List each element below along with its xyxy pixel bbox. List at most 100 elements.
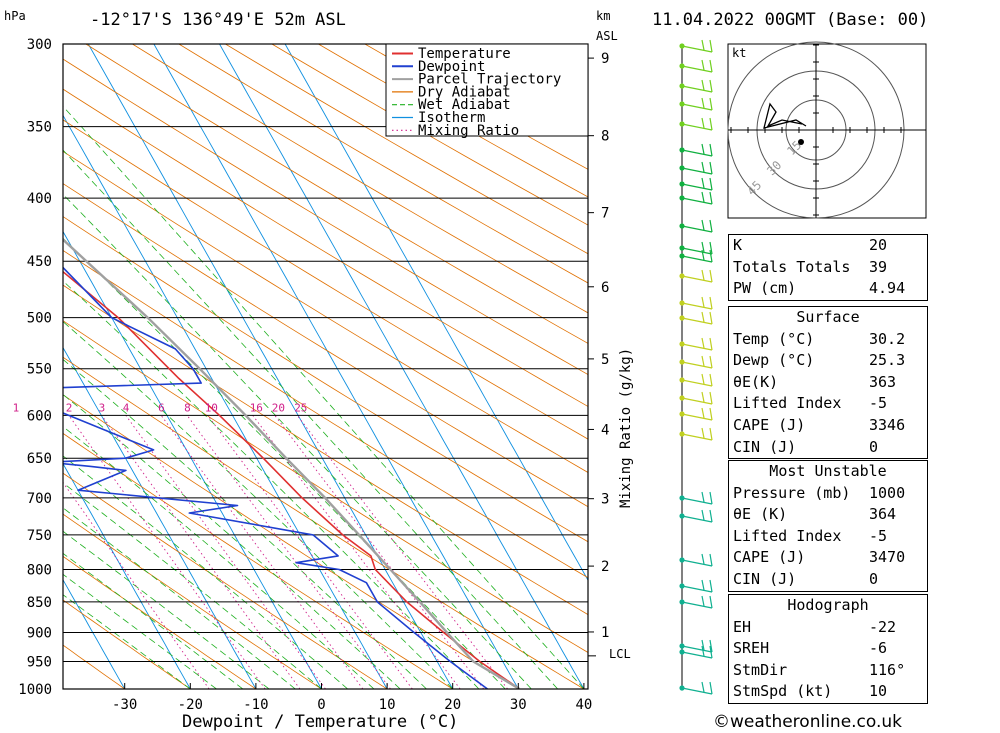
wind-barb-shaft <box>681 149 713 157</box>
wind-barb-flag <box>709 143 713 157</box>
mixing-ratio-label: 16 <box>250 401 263 414</box>
wind-barb-dot <box>679 101 685 107</box>
wind-barb-flag <box>701 219 705 231</box>
wind-barb-flag <box>709 161 713 175</box>
hodograph-table-row: StmSpd (kt) 10 <box>729 681 927 703</box>
most-unstable-label: CAPE (J) <box>733 548 806 567</box>
copyright-text: ©weatheronline.co.uk <box>713 712 903 732</box>
wind-barb-shaft <box>681 515 713 523</box>
dry-adiabat-line <box>63 88 588 407</box>
x-tick-label: -30 <box>112 697 137 713</box>
dry-adiabat-line <box>178 44 588 284</box>
wind-barb-dot <box>679 495 685 501</box>
wind-barb-flag <box>701 639 705 651</box>
wind-barb-flag <box>709 509 713 523</box>
km-tick-label: 6 <box>601 280 609 296</box>
wind-barb-shaft <box>681 85 713 93</box>
isotherm-line <box>63 346 257 689</box>
wind-barb-flag <box>709 639 713 653</box>
isotherm-line <box>63 462 191 689</box>
surface-label: CAPE (J) <box>733 415 806 434</box>
hodograph-table-label: SREH <box>733 639 770 658</box>
wind-barb-shaft <box>681 317 713 325</box>
wind-barb-dot <box>679 411 685 417</box>
most-unstable-label: θE (K) <box>733 505 788 524</box>
wind-barb-dot <box>679 557 685 563</box>
wind-barb-flag <box>709 337 713 351</box>
legend-label: Parcel Trajectory <box>418 72 561 88</box>
dry-adiabat-line <box>63 150 588 473</box>
most-unstable-value: -5 <box>869 526 888 545</box>
hodograph-table-value: 10 <box>869 682 888 701</box>
hodograph-table-value: -6 <box>869 639 888 658</box>
dry-adiabat-line <box>63 513 322 689</box>
surface-label: θE(K) <box>733 372 779 391</box>
pressure-tick-label: 550 <box>27 362 52 378</box>
mixing-ratio-label: 2 <box>66 401 73 414</box>
dry-adiabat-line <box>63 320 588 653</box>
most-unstable-row: CIN (J) 0 <box>729 569 927 591</box>
surface-label: Temp (°C) <box>733 329 815 348</box>
pressure-tick-label: 850 <box>27 595 52 611</box>
hodograph-table-label: StmSpd (kt) <box>733 682 833 701</box>
surface-value: 363 <box>869 372 897 391</box>
wind-barb-flag <box>701 427 705 439</box>
km-tick-label: 4 <box>601 422 609 438</box>
wet-adiabat-line <box>63 237 506 689</box>
pressure-tick-label: 700 <box>27 491 52 507</box>
wind-barb-flag <box>701 579 705 591</box>
dry-adiabat-line <box>224 44 588 255</box>
km-tick-label: 1 <box>601 625 609 641</box>
hodograph-table-row: SREH -6 <box>729 638 927 660</box>
wind-barb-flag <box>709 645 713 659</box>
mixing-ratio-label: 3 <box>99 401 106 414</box>
wind-barb-flag <box>709 249 713 263</box>
wind-barb-dot <box>679 165 685 171</box>
wind-barb-dot <box>679 43 685 49</box>
dry-adiabat-line <box>63 249 588 579</box>
wind-barbs <box>679 39 713 695</box>
wind-barb-shaft <box>681 183 713 191</box>
dry-adiabat-line <box>63 472 388 689</box>
wind-barb-shaft <box>681 167 713 175</box>
wind-barb-dot <box>679 649 685 655</box>
hodograph-table-label: StmDir <box>733 660 788 679</box>
hodograph-unit: kt <box>732 46 746 60</box>
wind-barb-flag <box>709 355 713 369</box>
wet-adiabat-line <box>63 426 375 689</box>
wind-barb-flag <box>709 79 713 93</box>
x-axis-label: Dewpoint / Temperature (°C) <box>182 712 458 732</box>
wind-barb-dot <box>679 359 685 365</box>
wind-barb-flag <box>701 311 705 323</box>
pressure-tick-label: 300 <box>27 37 52 53</box>
asl-label: ASL <box>596 29 618 43</box>
pressure-tick-label: 750 <box>27 528 52 544</box>
most-unstable-label: Pressure (mb) <box>733 483 851 502</box>
wind-barb-flag <box>701 79 705 91</box>
wind-barb-shaft <box>681 645 713 653</box>
wind-barb-flag <box>709 117 713 131</box>
mixing-ratio-label: 25 <box>294 401 307 414</box>
wind-barb-flag <box>701 269 705 281</box>
wind-barb-flag <box>701 337 705 349</box>
surface-value: -5 <box>869 394 888 413</box>
pressure-tick-label: 400 <box>27 191 52 207</box>
isotherm-line <box>218 44 585 689</box>
wet-adiabat-line <box>63 394 401 689</box>
wind-barb-shaft <box>681 197 713 205</box>
x-tick-label: 0 <box>317 697 325 713</box>
hodograph-table-value: 116° <box>869 660 906 679</box>
wet-adiabat-line <box>63 552 244 689</box>
surface-value: 30.2 <box>869 329 906 348</box>
wet-adiabat-line <box>63 321 453 689</box>
wind-barb-flag <box>701 407 705 419</box>
dry-adiabat-line <box>63 284 588 616</box>
series-temperature <box>63 270 521 689</box>
x-tick-label: -10 <box>243 697 268 713</box>
wind-barb-flag <box>709 553 713 567</box>
datetime-title: 11.04.2022 00GMT (Base: 00) <box>652 10 928 30</box>
index-value: 20 <box>869 236 888 254</box>
wind-barb-shaft <box>681 497 713 505</box>
dry-adiabat-line <box>271 44 588 226</box>
